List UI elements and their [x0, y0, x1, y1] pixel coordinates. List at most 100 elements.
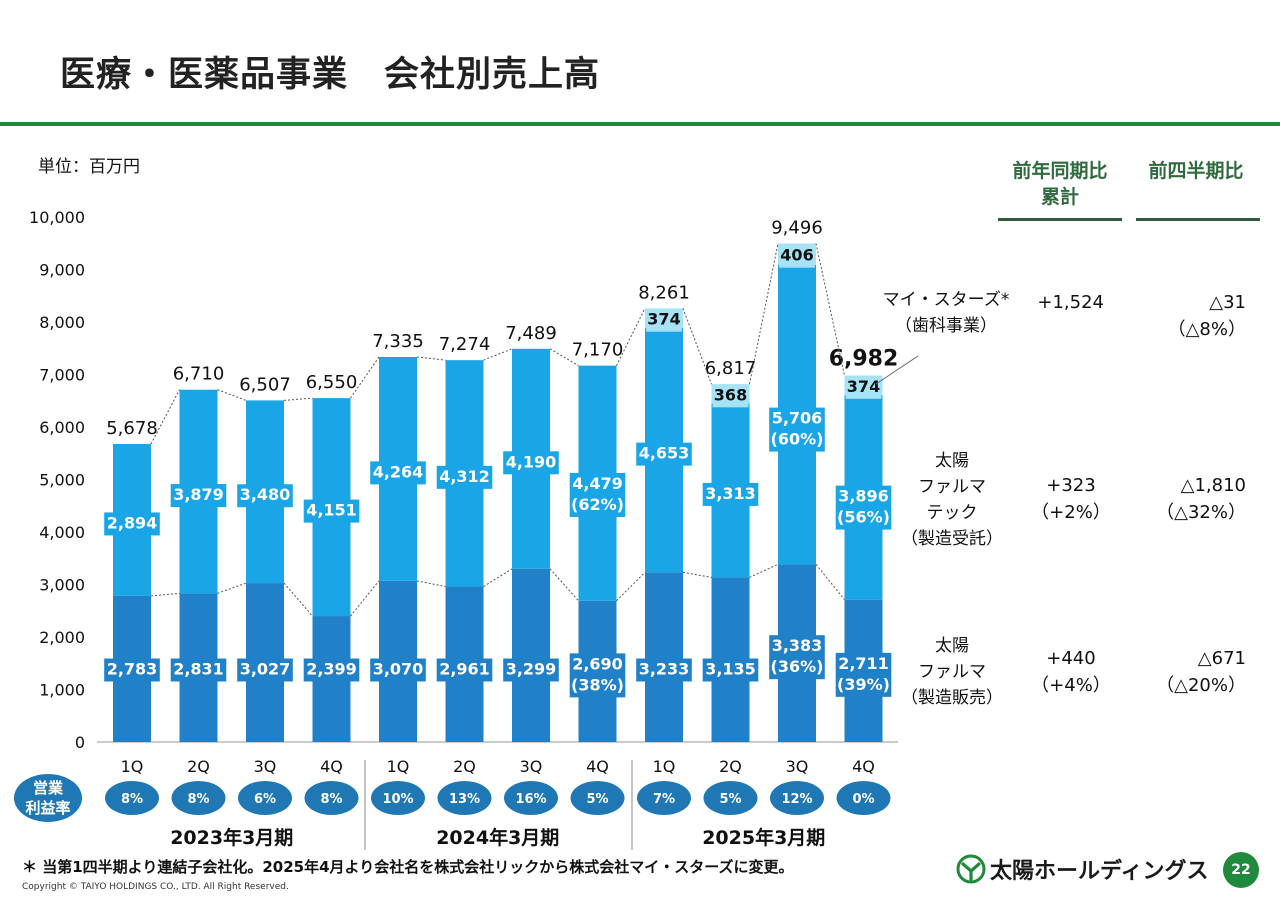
op-margin-pill	[105, 781, 159, 815]
op-margin-value: 8%	[320, 792, 342, 807]
data-label-pharma-line1: (39%)	[837, 675, 890, 694]
total-label: 9,496	[771, 218, 823, 239]
y-tick-label: 0	[75, 733, 85, 752]
data-label-pharma-bg	[503, 658, 559, 682]
total-label: 6,507	[239, 374, 291, 395]
data-label-pharma: 2,399	[306, 660, 357, 679]
total-label: 6,982	[829, 346, 899, 371]
segment-yoy-pharma: +440 （+4%）	[1031, 648, 1111, 696]
data-label-pharma-tech-bg	[835, 485, 892, 530]
data-label-pharma-tech-bg	[769, 407, 825, 452]
y-tick-label: 10,000	[29, 208, 85, 227]
op-margin-value: 8%	[121, 792, 143, 807]
x-tick-label: 3Q	[786, 757, 809, 776]
data-label-pharma-tech: 4,312	[439, 467, 490, 486]
x-tick-label: 4Q	[852, 757, 875, 776]
x-tick-label: 2Q	[187, 757, 210, 776]
segment-qoq-pharma-tech: △1,810 （△32%）	[1156, 475, 1246, 523]
data-label-pharma-tech-bg	[104, 512, 160, 536]
op-margin-value: 8%	[187, 792, 209, 807]
data-label-my-stars-bg	[779, 244, 815, 268]
data-label-pharma-line1: (38%)	[571, 675, 624, 694]
data-label-pharma-tech-bg	[503, 451, 559, 475]
period-label: 2023年3月期	[170, 826, 293, 849]
data-label-pharma-bg	[436, 658, 493, 682]
connector-line-lower	[283, 582, 313, 617]
data-label-pharma-bg	[237, 658, 293, 682]
op-margin-badge	[14, 774, 82, 822]
connector-line-total	[416, 356, 446, 361]
op-margin-value: 16%	[515, 792, 546, 807]
data-label-pharma-tech: 3,879	[173, 485, 224, 504]
segment-name-pharma: 太陽 ファルマ （製造販売）	[901, 636, 1003, 708]
segment-name-pharma-tech: 太陽 ファルマ テック （製造受託）	[901, 451, 1003, 549]
col-rule-yoy	[998, 218, 1122, 221]
connector-line-total	[549, 348, 579, 367]
data-label-my-stars-bg	[712, 384, 749, 408]
data-label-my-stars: 368	[714, 385, 747, 404]
op-margin-pill	[504, 781, 558, 815]
op-margin-pill	[570, 781, 625, 815]
data-label-pharma-tech: 5,706	[772, 409, 823, 428]
col-rule-qoq	[1136, 218, 1260, 221]
connector-line-lower	[682, 571, 712, 578]
x-tick-label: 1Q	[121, 757, 144, 776]
op-margin-label-line2: 利益率	[25, 799, 70, 817]
data-label-pharma-bg	[370, 658, 426, 682]
connector-line-lower	[150, 592, 180, 597]
segment-yoy-my-stars: +1,524	[1037, 292, 1104, 313]
data-label-pharma-bg	[835, 652, 892, 697]
segment-name-my-stars: マイ・スターズ* （歯科事業）	[882, 290, 1010, 336]
logo-text: 太陽ホールディングス	[990, 859, 1209, 884]
op-margin-value: 0%	[852, 792, 874, 807]
data-label-pharma-tech: 4,190	[506, 452, 557, 471]
y-tick-label: 5,000	[39, 471, 85, 490]
my-stars-pointer	[875, 355, 919, 385]
op-margin-pill	[304, 781, 359, 815]
data-label-pharma: 2,961	[439, 660, 490, 679]
y-tick-label: 6,000	[39, 418, 85, 437]
data-label-pharma-tech-bg	[436, 465, 493, 489]
x-tick-label: 4Q	[586, 757, 609, 776]
segment-qoq-my-stars: △31 （△8%）	[1167, 292, 1246, 340]
x-tick-label: 1Q	[653, 757, 676, 776]
data-label-pharma-bg	[170, 658, 227, 682]
data-label-pharma-tech: 4,151	[306, 501, 357, 520]
data-label-pharma-tech-bg	[370, 461, 426, 485]
connector-line-lower	[217, 582, 247, 594]
connector-line-total	[150, 389, 180, 445]
data-label-pharma-tech: 4,653	[639, 444, 690, 463]
op-margin-value: 13%	[449, 792, 480, 807]
connector-line-lower	[350, 580, 380, 617]
connector-line-lower	[815, 564, 845, 600]
op-margin-value: 5%	[719, 792, 741, 807]
data-label-pharma: 3,299	[506, 660, 557, 679]
x-tick-label: 4Q	[320, 757, 343, 776]
y-tick-label: 3,000	[39, 576, 85, 595]
bar-pharma	[645, 572, 683, 742]
op-margin-pill	[371, 781, 425, 815]
data-label-pharma-bg	[769, 635, 825, 680]
total-label: 7,335	[372, 331, 424, 352]
data-label-pharma-bg	[569, 653, 626, 698]
connector-line-total	[616, 308, 646, 366]
connector-line-lower	[416, 580, 446, 588]
data-label-pharma: 3,383	[772, 636, 823, 655]
footnote: ＊ 当第1四半期より連結子会社化。2025年4月より会社名を株式会社リックから株…	[22, 858, 794, 876]
x-tick-label: 1Q	[387, 757, 410, 776]
taiyo-logo-icon	[956, 854, 986, 884]
total-label: 7,489	[505, 323, 557, 344]
data-label-pharma-tech: 4,479	[572, 474, 623, 493]
total-label: 5,678	[106, 418, 158, 439]
data-label-pharma-tech: 4,264	[373, 462, 424, 481]
data-label-pharma-tech: 3,313	[705, 484, 756, 503]
total-label: 6,710	[173, 364, 225, 385]
total-label: 8,261	[638, 282, 690, 303]
data-label-pharma-tech-bg	[237, 484, 293, 508]
data-label-pharma-tech-line1: (56%)	[837, 508, 890, 527]
data-label-pharma-bg	[636, 658, 692, 682]
data-label-my-stars-bg	[845, 375, 882, 399]
data-label-pharma-bg	[702, 658, 759, 682]
page-title: 医療・医薬品事業 会社別売上高	[60, 55, 601, 95]
y-tick-label: 7,000	[39, 366, 85, 385]
